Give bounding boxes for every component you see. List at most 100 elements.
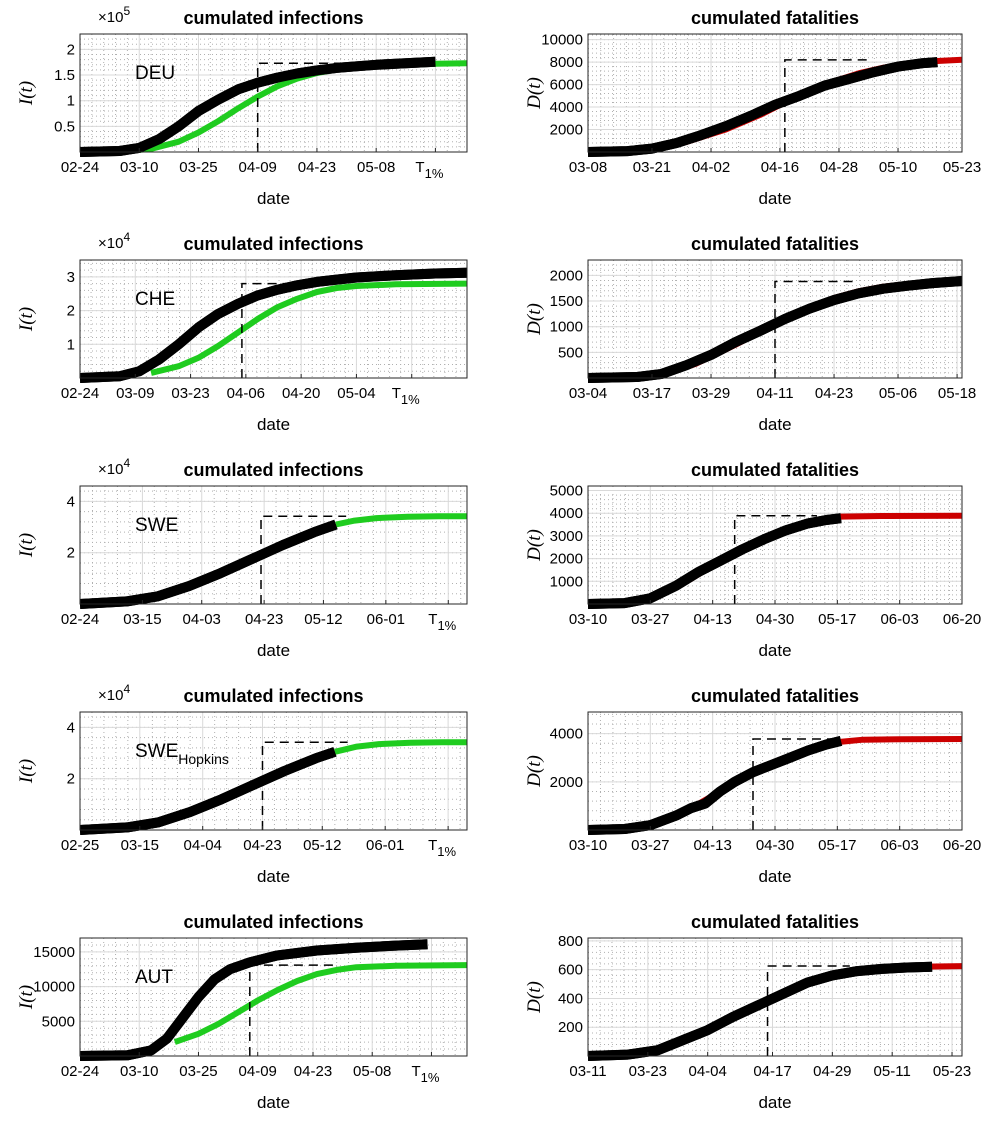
- x-tick-label: 03-25: [179, 159, 217, 176]
- half-point-marker: [241, 282, 328, 378]
- data-series-overlay: [587, 276, 963, 383]
- y-axis-label: I(t): [16, 307, 37, 332]
- x-tick-label: 03-23: [171, 385, 209, 402]
- x-tick-label: 03-21: [633, 159, 671, 176]
- x-tick-label: 04-13: [693, 611, 731, 628]
- y-tick-label: 200: [558, 1019, 583, 1036]
- model-series-line: [150, 280, 468, 376]
- x-tick-label: 06-03: [880, 611, 918, 628]
- chart-title: cumulated fatalities: [691, 8, 859, 28]
- x-tick-label: 05-18: [938, 385, 976, 402]
- x-tick-label: 04-16: [761, 159, 799, 176]
- y-tick-label: 2: [67, 771, 75, 788]
- axes-box: [79, 485, 468, 605]
- country-label: AUT: [135, 967, 173, 988]
- x-tick-label: 06-20: [943, 837, 981, 854]
- chart-title: cumulated fatalities: [691, 460, 859, 480]
- x-tick-label: 03-15: [123, 611, 161, 628]
- x-tick-label: 05-08: [353, 1063, 391, 1080]
- x-tick-label: 02-25: [61, 837, 99, 854]
- data-series-overlay: [79, 56, 436, 157]
- chart-title: cumulated infections: [183, 460, 363, 480]
- y-tick-label: 600: [558, 962, 583, 979]
- data-series-overlay: [587, 57, 938, 157]
- y-tick-label: 1000: [550, 319, 583, 336]
- x-tick-label: T1%: [415, 159, 443, 181]
- y-tick-label: 2: [67, 303, 75, 320]
- x-axis-label: date: [758, 1093, 791, 1112]
- x-axis-label: date: [758, 867, 791, 886]
- x-tick-label: 04-23: [243, 837, 281, 854]
- y-tick-label: 4000: [550, 505, 583, 522]
- x-tick-label: 03-27: [631, 837, 669, 854]
- x-tick-label: 03-15: [121, 837, 159, 854]
- y-tick-label: 2: [67, 545, 75, 562]
- x-tick-label: 05-23: [933, 1063, 971, 1080]
- half-point-marker: [784, 59, 868, 152]
- x-tick-label: 02-24: [61, 159, 99, 176]
- half-point-marker: [774, 280, 858, 378]
- data-series-overlay: [587, 513, 842, 609]
- y-tick-label: 2000: [550, 774, 583, 791]
- x-tick-label: 04-13: [693, 837, 731, 854]
- x-tick-label: 06-03: [880, 837, 918, 854]
- x-axis-label: date: [257, 867, 290, 886]
- x-tick-label: 05-23: [943, 159, 981, 176]
- panel-1: 03-08 03-21 04-02 04-16 04-28 05-10 05-23 2000 4…: [524, 8, 981, 208]
- x-tick-label: T1%: [411, 1063, 439, 1085]
- x-tick-label: 05-12: [303, 837, 341, 854]
- data-series-overlay: [587, 961, 933, 1061]
- x-tick-label: 04-23: [298, 159, 336, 176]
- chart-title: cumulated infections: [183, 686, 363, 706]
- y-tick-label: 1.5: [54, 67, 75, 84]
- data-series-overlay: [587, 736, 843, 835]
- y-tick-label: 4000: [550, 99, 583, 116]
- y-axis-label: I(t): [16, 81, 37, 106]
- y-tick-label: 2000: [550, 551, 583, 568]
- x-tick-label: 04-23: [815, 385, 853, 402]
- y-tick-label: 1: [67, 93, 75, 110]
- x-tick-label: 05-11: [874, 1063, 911, 1080]
- axes-box: [587, 33, 963, 153]
- y-tick-label: 3000: [550, 528, 583, 545]
- x-tick-label: 04-04: [688, 1063, 726, 1080]
- panel-6: 02-25 03-15 04-04 04-23 05-12 06-01 T1% 2 4 cumul…: [16, 682, 468, 886]
- x-tick-label: 06-01: [366, 837, 404, 854]
- y-tick-label: 10000: [541, 32, 583, 49]
- x-tick-label: 03-10: [120, 1063, 158, 1080]
- x-tick-label: T1%: [392, 385, 420, 407]
- axis-scale-factor: ×104: [98, 682, 130, 704]
- x-tick-label: 03-10: [120, 159, 158, 176]
- x-tick-label: 03-08: [569, 159, 607, 176]
- chart-title: cumulated infections: [183, 234, 363, 254]
- panel-5: 03-10 03-27 04-13 04-30 05-17 06-03 06-20 1000 2…: [524, 460, 981, 660]
- x-tick-label: 04-30: [756, 611, 794, 628]
- chart-title: cumulated fatalities: [691, 912, 859, 932]
- data-series-overlay: [79, 519, 338, 609]
- model-series-line: [173, 962, 468, 1045]
- x-tick-label: 02-24: [61, 1063, 99, 1080]
- x-tick-label: 03-11: [569, 1063, 606, 1080]
- x-tick-label: 03-23: [629, 1063, 667, 1080]
- x-tick-label: 03-29: [692, 385, 730, 402]
- x-tick-label: 03-10: [569, 837, 607, 854]
- half-point-marker: [249, 964, 335, 1056]
- y-tick-label: 400: [558, 990, 583, 1007]
- x-tick-label: 04-28: [820, 159, 858, 176]
- y-tick-label: 4: [67, 719, 75, 736]
- x-tick-label: 05-12: [304, 611, 342, 628]
- x-tick-label: 04-20: [282, 385, 320, 402]
- x-tick-label: 06-01: [367, 611, 405, 628]
- panel-7: 03-10 03-27 04-13 04-30 05-17 06-03 06-20 2000 4…: [524, 686, 981, 886]
- x-tick-label: T1%: [428, 837, 456, 859]
- y-tick-label: 2000: [550, 267, 583, 284]
- x-tick-label: 04-03: [183, 611, 221, 628]
- y-tick-label: 4000: [550, 726, 583, 743]
- panel-3: 03-04 03-17 03-29 04-11 04-23 05-06 05-18 500 10…: [524, 234, 976, 434]
- y-tick-label: 1000: [550, 573, 583, 590]
- y-axis-label: D(t): [524, 529, 545, 562]
- axis-scale-factor: ×104: [98, 230, 130, 252]
- x-tick-label: 03-09: [116, 385, 154, 402]
- x-tick-label: 03-27: [631, 611, 669, 628]
- plot-area: [80, 34, 467, 152]
